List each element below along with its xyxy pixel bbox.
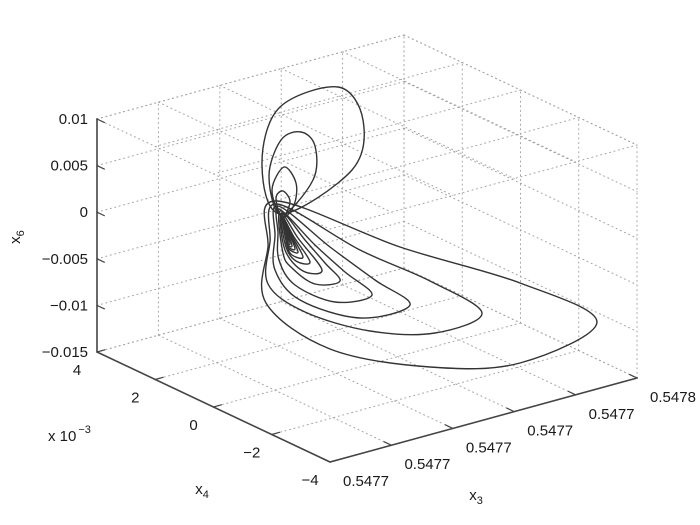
x3-tick [383, 440, 393, 446]
grid-plane-x3 [219, 317, 454, 429]
grid-plane-x4 [213, 322, 521, 408]
trajectory-lower-loop [260, 200, 598, 370]
x3-tick [567, 390, 577, 396]
x6-tick-label: −0.015 [42, 344, 88, 361]
grid-wall-left-z [96, 267, 405, 353]
x6-tick [96, 211, 106, 217]
grid-plane-x3 [157, 334, 392, 446]
x4-tick [271, 431, 281, 436]
x3-tick-label: 0.5477 [466, 439, 512, 456]
grid-wall-left-z [96, 81, 405, 167]
x4-tick [154, 376, 164, 381]
trajectory-lower-loop [279, 212, 323, 275]
trajectory-lower-loop [275, 208, 373, 304]
x3-tick-label: 0.5477 [343, 473, 389, 490]
x4-tick [96, 349, 106, 353]
trajectory-upper-loop [275, 190, 291, 219]
x6-tick [96, 258, 106, 264]
x3-tick [506, 407, 515, 413]
x4-tick-label: 2 [131, 390, 139, 407]
x3-tick [321, 457, 331, 463]
axes [96, 118, 638, 463]
grid-plane-x3 [280, 68, 515, 180]
x6-tick [96, 351, 106, 357]
x3-axis-label: x3 [469, 487, 483, 507]
trajectory-lower-loop [272, 205, 411, 319]
trajectory-lower-loop [264, 203, 483, 336]
grid-plane-x4 [154, 295, 463, 380]
x3-tick-label: 0.5477 [404, 456, 450, 473]
x6-tick-label: −0.005 [42, 251, 88, 268]
trajectory-lower-loop [277, 210, 341, 286]
x4-tick-label: −4 [301, 472, 318, 489]
grid-plane-x3 [219, 84, 454, 196]
grid-plane-x3 [280, 301, 515, 413]
x4-tick [329, 459, 339, 463]
x6-tick-label: 0.005 [50, 158, 88, 175]
grid-plane-x4 [96, 267, 405, 353]
x3-tick-label: 0.5477 [589, 406, 635, 423]
grid-wall-left-z [96, 220, 405, 306]
grid-wall-left-z [96, 34, 405, 120]
grid-plane-x3 [342, 284, 577, 396]
trajectory-upper-loop [261, 86, 365, 215]
trajectory-upper-loop [268, 131, 318, 216]
axis-lines [96, 118, 638, 463]
trajectory-lower-loop [283, 220, 291, 246]
x3-tick-label: 0.5477 [527, 423, 573, 440]
grid-wall-right-z [403, 81, 638, 193]
x6-tick-label: 0 [80, 204, 88, 221]
grid-wall-right-z [403, 127, 638, 239]
trajectory [260, 86, 598, 370]
grid-plane-x4 [96, 34, 405, 120]
grid-plane-x3 [157, 101, 392, 213]
x4-tick-label: 0 [189, 417, 197, 434]
x6-tick [96, 304, 106, 310]
x3-tick [628, 373, 638, 379]
labels: −0.015 −0.01 −0.005 0 0.005 0.01 4 2 0 −2 −4 0.5477… [7, 111, 696, 507]
x3-tick [444, 424, 454, 430]
x4-tick-label: 4 [73, 362, 81, 379]
x4-multiplier-label: x 10 −3 [48, 424, 91, 445]
x4-axis-label: x4 [195, 481, 209, 501]
grid-plane-x3 [342, 51, 577, 163]
grid-wall-left-z [96, 174, 405, 260]
trajectory-upper-loop [271, 166, 298, 219]
x3-tick-label: 0.5478 [650, 389, 696, 406]
x6-axis-label: x6 [7, 230, 27, 244]
x4-tick-label: −2 [243, 445, 260, 462]
x6-tick [96, 164, 106, 170]
x6-tick [96, 118, 106, 124]
x6-tick-label: −0.01 [50, 297, 88, 314]
trajectory-lower-loop [280, 214, 311, 265]
x4-tick [212, 404, 222, 408]
grid [96, 34, 638, 463]
x6-tick-label: 0.01 [59, 111, 88, 128]
